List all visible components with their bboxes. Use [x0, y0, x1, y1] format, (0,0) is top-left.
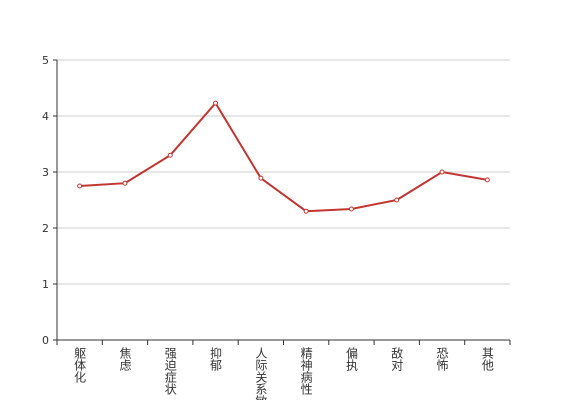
- y-tick-label: 3: [42, 166, 49, 179]
- point: [348, 206, 354, 212]
- point: [122, 180, 128, 186]
- x-tick-label: 精神病性: [299, 347, 313, 396]
- point: [484, 177, 490, 183]
- x-tick-label: 敌对: [390, 346, 404, 371]
- x-tick-label: 躯体化: [73, 346, 87, 384]
- point: [167, 152, 173, 158]
- point: [303, 208, 309, 214]
- y-tick-label: 0: [42, 334, 49, 347]
- point: [77, 183, 83, 189]
- x-tick-label: 恐怖: [435, 347, 449, 371]
- y-tick-label: 2: [42, 222, 49, 235]
- x-tick-label: 其他: [480, 347, 494, 371]
- point: [394, 197, 400, 203]
- x-tick-label: 强迫症状: [163, 347, 177, 395]
- point: [439, 169, 445, 175]
- y-tick-label: 1: [42, 278, 49, 291]
- y-tick-label: 5: [42, 54, 49, 67]
- point: [213, 100, 219, 106]
- x-tick-label: 抑郁: [209, 346, 223, 372]
- line: [79, 101, 488, 213]
- x-tick-label: 焦虑: [118, 347, 132, 371]
- y-tick-label: 4: [42, 110, 49, 123]
- x-tick-label: 偏执: [344, 346, 358, 372]
- x-tick-label: 人际关系敏感: [254, 347, 268, 400]
- point: [258, 175, 264, 181]
